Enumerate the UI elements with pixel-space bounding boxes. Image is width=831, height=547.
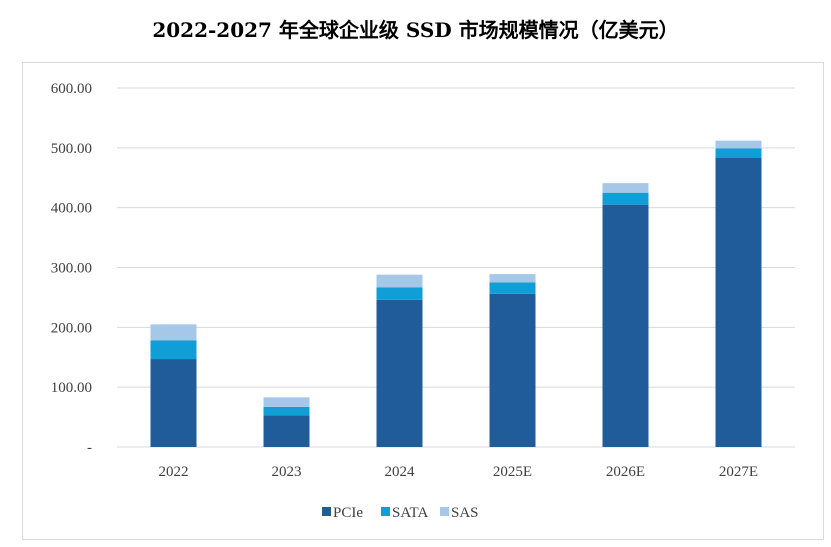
bar-sata-2022 bbox=[150, 340, 197, 360]
y-tick-label: 300.00 bbox=[51, 261, 92, 277]
x-tick-label: 2022 bbox=[159, 464, 189, 480]
y-tick-label: 600.00 bbox=[51, 81, 92, 97]
bar-pcie-2024 bbox=[376, 299, 423, 447]
y-tick-label: 400.00 bbox=[51, 201, 92, 217]
y-tick-label: 200.00 bbox=[51, 320, 92, 336]
legend-label: SAS bbox=[451, 505, 479, 521]
x-tick-label: 2024 bbox=[385, 464, 416, 480]
chart-title: 2022-2027 年全球企业级 SSD 市场规模情况（亿美元） bbox=[152, 18, 679, 42]
y-tick-label: 100.00 bbox=[51, 380, 92, 396]
bar-pcie-2027E bbox=[715, 158, 762, 447]
bar-pcie-2025E bbox=[489, 293, 536, 447]
x-tick-label: 2025E bbox=[493, 464, 532, 480]
x-tick-label: 2023 bbox=[272, 464, 302, 480]
bar-sas-2022 bbox=[150, 324, 197, 341]
bar-sas-2025E bbox=[489, 274, 536, 283]
legend-label: PCIe bbox=[333, 505, 363, 521]
legend-swatch-pcie bbox=[322, 507, 331, 516]
bar-pcie-2026E bbox=[602, 204, 649, 447]
x-tick-label: 2027E bbox=[719, 464, 758, 480]
bar-pcie-2023 bbox=[263, 415, 310, 447]
x-tick-label: 2026E bbox=[606, 464, 645, 480]
bar-sata-2025E bbox=[489, 282, 536, 294]
bar-pcie-2022 bbox=[150, 359, 197, 447]
bar-sata-2027E bbox=[715, 148, 762, 159]
legend-swatch-sas bbox=[440, 507, 449, 516]
legend-swatch-sata bbox=[381, 507, 390, 516]
y-tick-label: - bbox=[87, 440, 92, 456]
bar-sas-2024 bbox=[376, 274, 423, 288]
bar-sata-2024 bbox=[376, 287, 423, 300]
bar-sas-2026E bbox=[602, 183, 649, 193]
bar-sas-2027E bbox=[715, 140, 762, 149]
y-tick-label: 500.00 bbox=[51, 141, 92, 157]
bar-sas-2023 bbox=[263, 397, 310, 407]
bar-sata-2023 bbox=[263, 406, 310, 416]
legend-label: SATA bbox=[392, 505, 428, 521]
chart-frame bbox=[22, 62, 824, 540]
bar-sata-2026E bbox=[602, 192, 649, 205]
